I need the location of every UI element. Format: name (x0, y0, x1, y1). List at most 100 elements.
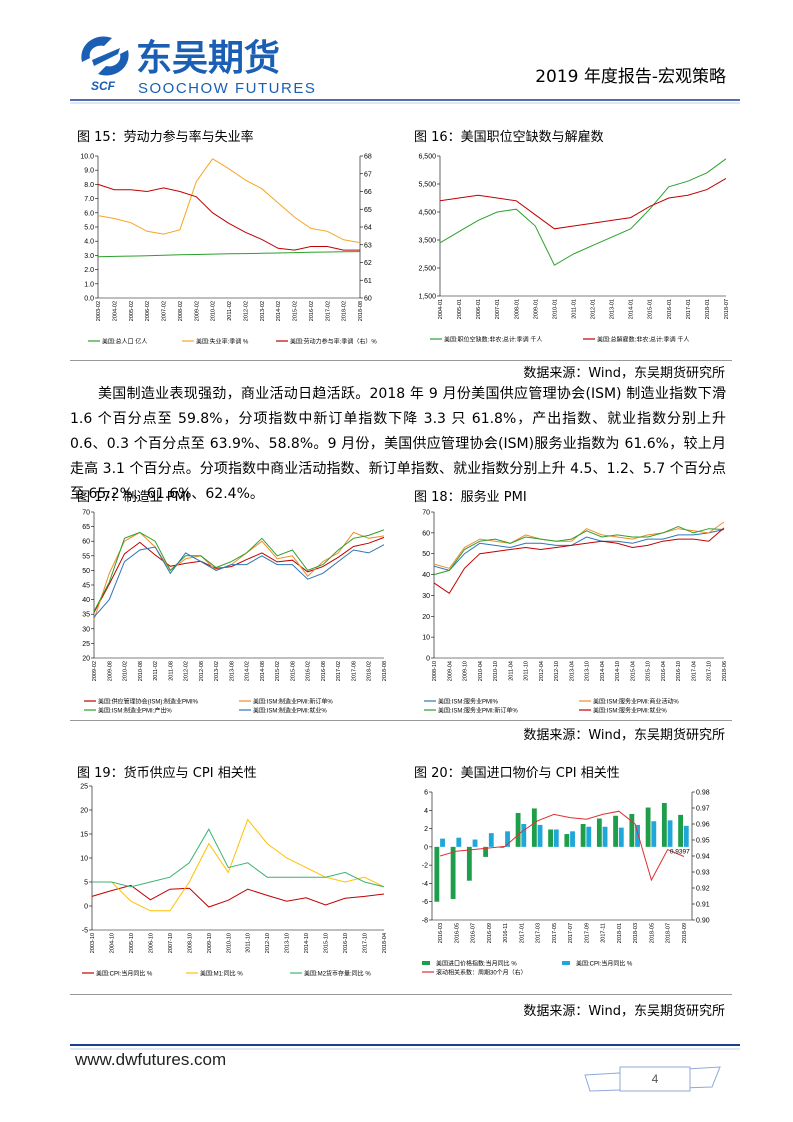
x-tick-label: 2016-10 (676, 661, 682, 681)
x-tick-label: 2016-04 (661, 661, 667, 681)
bar (521, 824, 527, 847)
x-tick-label: 2013-10 (285, 933, 291, 953)
y-tick-label: 70 (422, 510, 430, 517)
x-tick-label: 2018-07 (724, 299, 730, 319)
x-tick-label: 2007-02 (162, 301, 168, 321)
y-tick-label: 55 (82, 553, 90, 560)
bar (450, 846, 456, 899)
legend-label: 美国:失业率:季调 % (196, 338, 249, 346)
separator (70, 360, 732, 361)
x-tick-label: 2012-10 (265, 933, 271, 953)
x-tick-label: 2006-01 (476, 299, 482, 319)
bar (537, 824, 543, 847)
x-tick-label: 2005-10 (129, 933, 135, 953)
bar (635, 824, 640, 847)
legend-label: 美国进口价格指数:当月同比 % (436, 960, 517, 968)
y-tick-label: 50 (422, 551, 430, 558)
x-tick-label: 2015-08 (290, 661, 296, 681)
x-tick-label: 2018-01 (617, 923, 623, 943)
y2-tick-label: 0.91 (696, 902, 710, 909)
y-tick-label: 40 (82, 597, 90, 604)
x-tick-label: 2006-02 (145, 301, 151, 321)
bar (505, 831, 510, 847)
x-tick-label: 2015-10 (646, 661, 652, 681)
x-tick-label: 2012-01 (591, 299, 597, 319)
x-tick-label: 2017-05 (552, 923, 558, 943)
x-tick-label: 2018-06 (722, 661, 728, 681)
x-tick-label: 2015-02 (293, 301, 299, 321)
y2-tick-label: 67 (364, 171, 372, 178)
bar (667, 820, 673, 847)
y-tick-label: 25 (82, 641, 90, 648)
legend-label: 美国:ISM:服务业PMI:商业活动% (593, 698, 679, 706)
bar (531, 808, 537, 847)
x-tick-label: 2016-03 (438, 923, 444, 943)
y-tick-label: 4,500 (418, 210, 436, 217)
bar (466, 846, 472, 881)
logo-cn: 东吴期货 (136, 38, 280, 79)
x-tick-label: 2016-10 (343, 933, 349, 953)
bar (651, 821, 657, 847)
y-tick-label: 6,500 (418, 154, 436, 161)
x-tick-label: 2017-03 (536, 923, 542, 943)
x-tick-label: 2010-02 (123, 661, 129, 681)
y-tick-label: -2 (422, 863, 428, 870)
x-tick-label: 2011-01 (571, 299, 577, 319)
page-number: 4 (652, 1072, 659, 1086)
figure-caption: 图 16：美国职位空缺数与解雇数 (414, 130, 604, 145)
x-tick-label: 2014-04 (600, 661, 606, 681)
series-line (433, 529, 725, 571)
series-line (93, 536, 385, 613)
y-tick-label: 65 (82, 524, 90, 531)
series-line (93, 531, 385, 620)
x-tick-label: 2017-01 (686, 299, 692, 319)
y2-tick-label: 62 (364, 260, 372, 267)
y-tick-label: 35 (82, 612, 90, 619)
logo-en: SOOCHOW FUTURES (138, 80, 316, 97)
chart: -5 0 5 10 15 20 25 2003-10 2004-10 2005-10 2006-10… (80, 784, 388, 978)
y-tick-label: 15 (80, 832, 88, 839)
y-tick-label: 9.0 (84, 168, 94, 175)
bar (683, 825, 689, 847)
figure-caption: 图 20：美国进口物价与 CPI 相关性 (414, 766, 620, 781)
y-tick-label: 10.0 (80, 154, 94, 161)
y-tick-label: 1,500 (418, 294, 436, 301)
bar (440, 838, 445, 847)
series-line (433, 526, 725, 576)
legend-label: 美国:劳动力参与率:季调（右）% (290, 338, 377, 346)
x-tick-label: 2009-08 (107, 661, 113, 681)
y-tick-label: 30 (82, 626, 90, 633)
series-line (97, 183, 360, 251)
source-note: 数据来源：Wind，东吴期货研究所 (523, 1004, 725, 1019)
x-tick-label: 2009-01 (533, 299, 539, 319)
series-line (93, 529, 385, 612)
y-tick-label: 4 (424, 808, 428, 815)
x-tick-label: 2008-01 (514, 299, 520, 319)
x-tick-label: 2013-04 (569, 661, 575, 681)
x-tick-label: 2011-02 (227, 301, 233, 321)
x-tick-label: 2011-04 (508, 661, 514, 681)
y2-tick-label: 64 (364, 225, 372, 232)
x-tick-label: 2018-02 (367, 661, 373, 681)
legend-label: 美国:职位空缺数:非农:总计:季调 千人 (444, 336, 542, 344)
y-tick-label: 5 (84, 880, 88, 887)
y2-tick-label: 0.94 (696, 854, 710, 861)
figure-caption: 图 15：劳动力参与率与失业率 (77, 130, 254, 145)
x-tick-label: 2008-02 (178, 301, 184, 321)
y-tick-label: 6.0 (84, 210, 94, 217)
x-tick-label: 2005-01 (457, 299, 463, 319)
y-tick-label: 25 (80, 784, 88, 791)
y-tick-label: 7.0 (84, 196, 94, 203)
x-tick-label: 2014-02 (245, 661, 251, 681)
bar (580, 824, 586, 847)
bar (434, 846, 440, 902)
y2-tick-label: 61 (364, 278, 372, 285)
series-line (439, 810, 685, 882)
legend-label: 美国:CPI:当月同比 % (576, 960, 633, 968)
series-line (439, 177, 727, 230)
header: SCF 东吴期货 SOOCHOW FUTURES 2019 年度报告-宏观策略 (70, 36, 740, 104)
series-line (91, 884, 385, 908)
legend-label: 美国:ISM:制造业PMI:产出% (98, 707, 172, 715)
report-title: 2019 年度报告-宏观策略 (535, 67, 726, 87)
